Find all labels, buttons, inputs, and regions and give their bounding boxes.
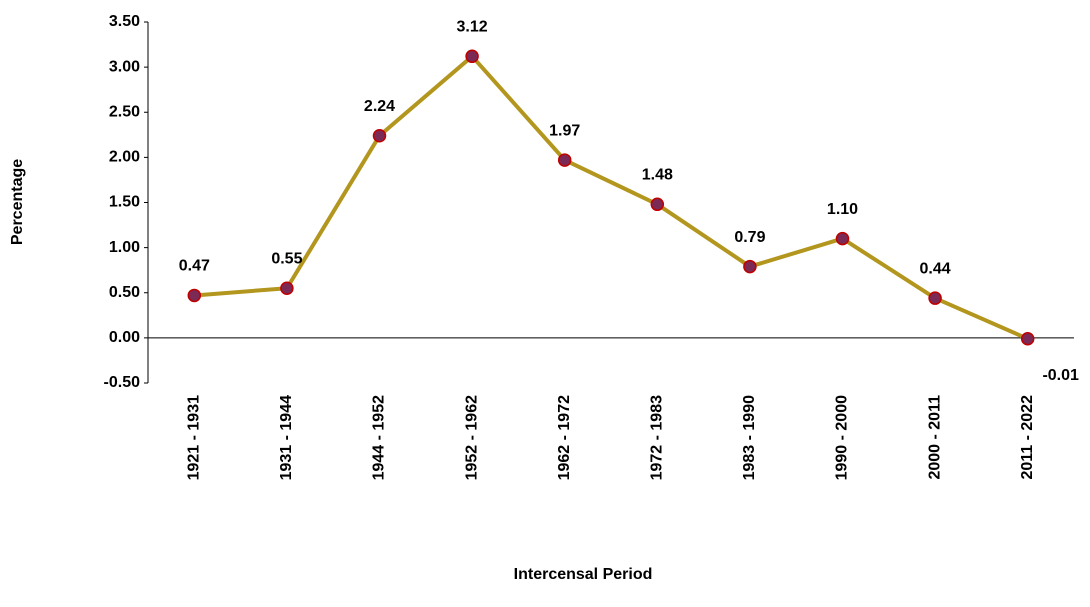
x-tick-label: 1962 - 1972 (556, 395, 573, 481)
line (194, 54, 1029, 341)
data-label: 1.48 (642, 167, 673, 184)
y-tick-label: 2.00 (109, 149, 140, 166)
data-label: 0.55 (271, 250, 302, 267)
x-tick-label: 1972 - 1983 (649, 395, 666, 481)
x-tick-label: 1931 - 1944 (278, 395, 295, 481)
data-label: 1.97 (549, 122, 580, 139)
y-tick-label: 2.50 (109, 103, 140, 120)
data-label: 1.10 (827, 201, 858, 218)
x-tick-label: 1921 - 1931 (186, 395, 203, 481)
marker (743, 259, 757, 274)
y-tick-label: 1.00 (109, 239, 140, 256)
marker (650, 197, 665, 212)
marker (465, 49, 479, 64)
marker (557, 153, 572, 167)
marker (280, 281, 294, 295)
marker (928, 291, 942, 305)
x-tick-label: 2011 - 2022 (1019, 395, 1036, 480)
x-tick-label: 2000 - 2011 (926, 395, 943, 480)
y-tick-label: 3.50 (109, 13, 140, 30)
y-tick-label: 0.00 (109, 329, 140, 346)
y-tick-label: -0.50 (104, 374, 141, 391)
data-label: 0.79 (734, 229, 765, 246)
data-label: 0.44 (920, 260, 951, 277)
x-tick-label: 1990 - 2000 (834, 395, 851, 481)
y-tick-label: 0.50 (109, 284, 140, 301)
y-tick-label: 1.50 (109, 194, 140, 211)
data-label: 2.24 (364, 98, 395, 115)
data-label: -0.01 (1042, 367, 1079, 384)
y-tick-label: 3.00 (109, 58, 140, 75)
data-label: 0.47 (179, 258, 210, 275)
marker (835, 231, 850, 246)
x-tick-label: 1983 - 1990 (741, 395, 758, 481)
x-tick-label: 1952 - 1962 (463, 395, 480, 481)
data-label: 3.12 (457, 19, 488, 36)
x-tick-label: 1944 - 1952 (371, 395, 388, 481)
marker (187, 288, 202, 303)
x-axis-title: Intercensal Period (514, 566, 653, 583)
marker (1020, 332, 1035, 346)
marker (372, 128, 387, 143)
y-axis-title: Percentage (9, 159, 26, 245)
